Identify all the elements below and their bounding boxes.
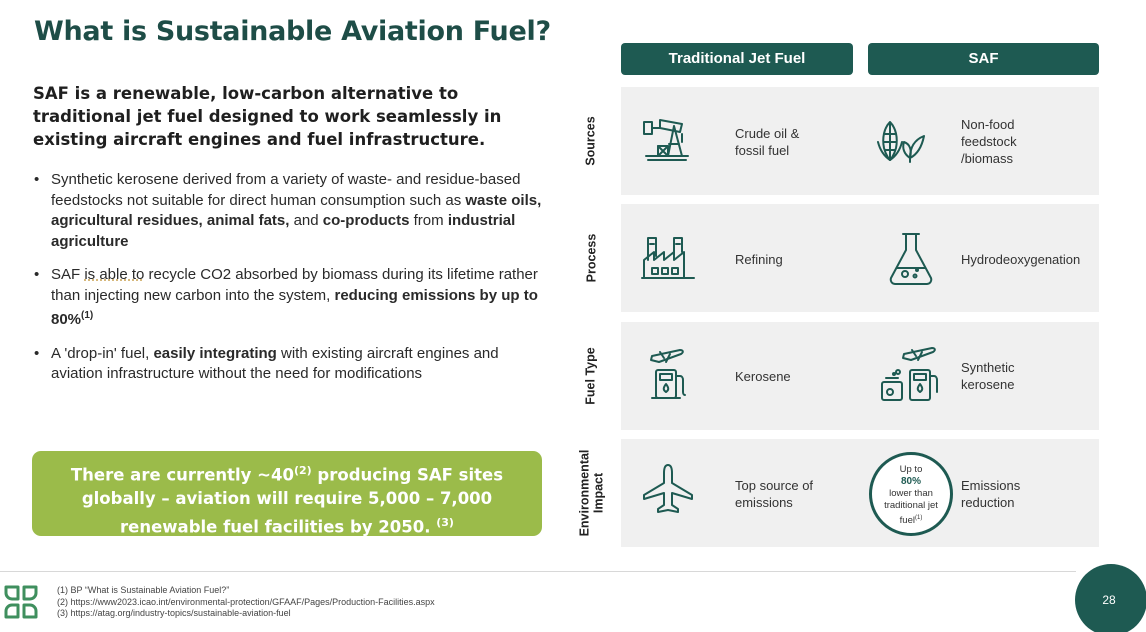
lead-statement: SAF is a renewable, low-carbon alternati… bbox=[33, 84, 502, 149]
row-label-fuel-type: Fuel Type bbox=[584, 347, 599, 405]
flask-icon bbox=[883, 230, 939, 286]
references: (1) BP “What is Sustainable Aviation Fue… bbox=[57, 585, 435, 620]
company-logo-icon bbox=[4, 585, 38, 619]
bullet-drop-in: A 'drop-in' fuel, easily integrating wit… bbox=[33, 344, 553, 385]
row-fuel-type bbox=[621, 322, 1099, 430]
row-label-environmental-impact: Environmental Impact bbox=[577, 449, 606, 537]
row-sources bbox=[621, 87, 1099, 195]
header-traditional-jet-fuel: Traditional Jet Fuel bbox=[621, 43, 853, 75]
page-number: 28 bbox=[1075, 564, 1146, 632]
factory-icon bbox=[640, 230, 696, 286]
row-environmental-impact bbox=[621, 439, 1099, 547]
cell-process-traditional: Refining bbox=[735, 252, 783, 267]
reference-2: (2) https://www2023.icao.int/environment… bbox=[57, 596, 435, 607]
fuel-pump-plane-icon bbox=[642, 346, 698, 402]
cell-fuel-type-traditional: Kerosene bbox=[735, 369, 791, 384]
oil-pump-icon bbox=[640, 112, 696, 168]
page-title: What is Sustainable Aviation Fuel? bbox=[34, 16, 551, 47]
cell-impact-traditional: Top source of emissions bbox=[735, 478, 814, 510]
cell-sources-saf: Non-food feedstock /biomass bbox=[961, 117, 1017, 166]
reduction-badge: Up to 80% lower than traditional jet fue… bbox=[869, 452, 953, 536]
corn-leaf-icon bbox=[876, 112, 932, 168]
footer-divider bbox=[0, 571, 1076, 572]
row-label-process: Process bbox=[584, 233, 598, 283]
callout-box: There are currently ~40(2) producing SAF… bbox=[32, 451, 542, 536]
row-label-sources: Sources bbox=[584, 116, 598, 166]
synthetic-fuel-icon bbox=[878, 344, 944, 406]
header-saf: SAF bbox=[868, 43, 1099, 75]
reference-3: (3) https://atag.org/industry-topics/sus… bbox=[57, 608, 291, 618]
reference-1: (1) BP “What is Sustainable Aviation Fue… bbox=[57, 585, 230, 595]
cell-fuel-type-saf: Synthetic kerosene bbox=[961, 360, 1015, 392]
bullet-feedstocks: Synthetic kerosene derived from a variet… bbox=[33, 170, 553, 252]
cell-process-saf: Hydrodeoxygenation bbox=[961, 252, 1081, 267]
row-process bbox=[621, 204, 1099, 312]
bullet-co2: SAF is able to recycle CO2 absorbed by b… bbox=[33, 265, 553, 331]
cell-impact-saf: Emissions reduction bbox=[961, 478, 1021, 510]
bullet-list: Synthetic kerosene derived from a variet… bbox=[33, 170, 553, 398]
cell-sources-traditional: Crude oil & fossil fuel bbox=[735, 126, 800, 158]
airplane-icon bbox=[640, 461, 696, 517]
